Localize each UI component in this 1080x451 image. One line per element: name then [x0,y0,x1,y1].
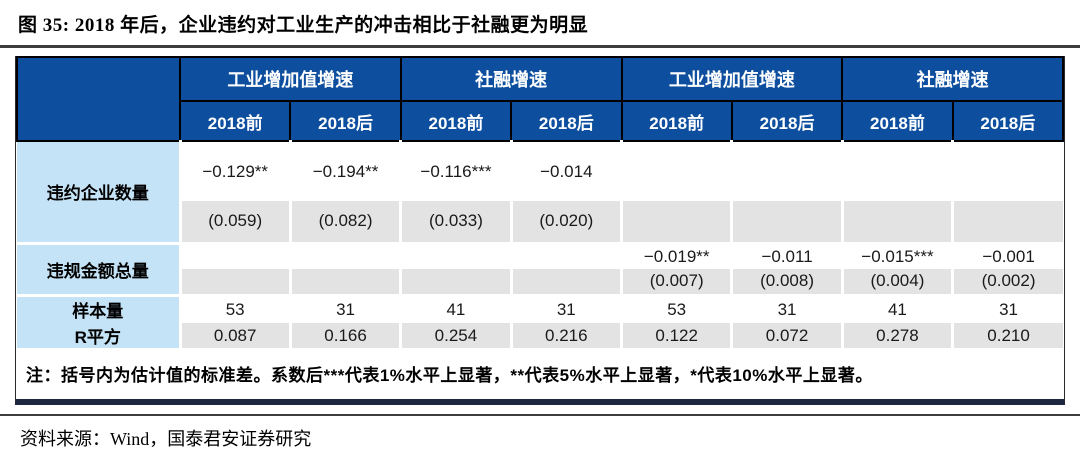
table-cell: (0.033) [399,201,512,243]
table-cell: 0.210 [951,323,1063,348]
table-cell: 0.072 [730,323,843,348]
table-cell: 53 [178,293,291,323]
table-cell: −0.001 [951,241,1063,269]
table-cell [619,141,732,201]
table-cell: 0.166 [288,323,401,348]
amount-total-coef-row: 违规金额总量 −0.019** −0.011 −0.015*** −0.001 [17,241,1063,295]
table-cell: 0.122 [619,323,732,348]
sub-header-cell: 2018前 [178,100,292,142]
table-cell [951,201,1063,243]
table-note: 注：括号内为估计值的标准差。系数后***代表1%水平上显著，**代表5%水平上显… [16,348,1064,399]
defaults-count-coef-row: 违约企业数量 −0.129** −0.194** −0.116*** −0.01… [17,141,1063,243]
table-cell: 41 [840,293,953,323]
table-cell [178,269,291,295]
sub-header-cell: 2018后 [951,100,1065,142]
table-header: 工业增加值增速 社融增速 工业增加值增速 社融增速 2018前 2018后 20… [16,56,1065,142]
table-cell: −0.194** [288,141,401,201]
regression-table: 工业增加值增速 社融增速 工业增加值增速 社融增速 2018前 2018后 20… [16,56,1065,348]
table-cell [509,241,622,269]
table-cell [288,269,401,295]
sub-header-cell: 2018后 [289,100,402,142]
table-cell [840,141,953,201]
table-cell [509,269,622,295]
sub-header-cell: 2018前 [841,100,954,142]
table-cell: −0.015*** [840,241,953,269]
table-cell: 0.216 [509,323,622,348]
title-divider [0,45,1080,48]
figure-title: 图 35: 2018 年后，企业违约对工业生产的冲击相比于社融更为明显 [18,15,589,36]
row-label-amount-total: 违规金额总量 [17,241,180,295]
table-cell: 41 [399,293,512,323]
sub-header-cell: 2018前 [620,100,733,142]
table-cell: −0.011 [730,241,843,269]
table-cell: −0.014 [509,141,622,201]
sub-header-cell: 2018前 [399,100,513,142]
amount-total-se-row: (0.007) (0.008) (0.004) (0.002) [17,269,1063,295]
sub-header-row: 2018前 2018后 2018前 2018后 2018前 2018后 2018… [17,100,1065,142]
table-cell: 31 [951,293,1063,323]
table-cell: −0.129** [178,141,291,201]
table-cell [178,241,291,269]
table-cell: (0.007) [619,269,732,295]
table-cell [399,241,512,269]
col-group-social-financing-2: 社融增速 [841,56,1064,102]
table-cell: (0.008) [730,269,843,295]
table-cell: 0.087 [178,323,291,348]
table-cell: (0.004) [840,269,953,295]
table-cell: (0.002) [951,269,1063,295]
table-cell: 0.254 [399,323,512,348]
defaults-count-se-row: (0.059) (0.082) (0.033) (0.020) [17,201,1063,243]
corner-cell [16,56,181,142]
table-body: 违约企业数量 −0.129** −0.194** −0.116*** −0.01… [17,141,1063,348]
table-cell: −0.019** [619,241,732,269]
table-cell [619,201,732,243]
row-label-defaults-count: 违约企业数量 [17,141,180,243]
sub-header-cell: 2018后 [730,100,844,142]
source-divider [0,414,1080,416]
sample-size-row: 样本量 53 31 41 31 53 31 41 31 [17,293,1063,323]
row-label-sample-size: 样本量 [17,293,180,323]
table-cell: (0.082) [288,201,401,243]
table-cell [840,201,953,243]
table-cell: (0.059) [178,201,291,243]
table-cell [730,141,843,201]
table-cell: 31 [509,293,622,323]
sub-header-cell: 2018后 [510,100,623,142]
source-line: 资料来源：Wind，国泰君安证券研究 [20,429,312,449]
r-squared-row: R平方 0.087 0.166 0.254 0.216 0.122 0.072 … [17,323,1063,348]
table-cell: 53 [619,293,732,323]
col-group-industrial-1: 工业增加值增速 [179,56,402,102]
table-cell: 31 [288,293,401,323]
table-cell: 31 [730,293,843,323]
col-group-industrial-2: 工业增加值增速 [620,56,844,102]
table-cell: 0.278 [840,323,953,348]
table-cell [730,201,843,243]
table-cell [951,141,1063,201]
table-cell: (0.020) [509,201,622,243]
col-group-social-financing-1: 社融增速 [399,56,623,102]
table-container: 工业增加值增速 社融增速 工业增加值增速 社融增速 2018前 2018后 20… [15,56,1065,405]
table-cell: −0.116*** [399,141,512,201]
table-cell [399,269,512,295]
table-cell [288,241,401,269]
row-label-r-squared: R平方 [17,323,180,348]
column-group-row: 工业增加值增速 社融增速 工业增加值增速 社融增速 [16,56,1064,142]
